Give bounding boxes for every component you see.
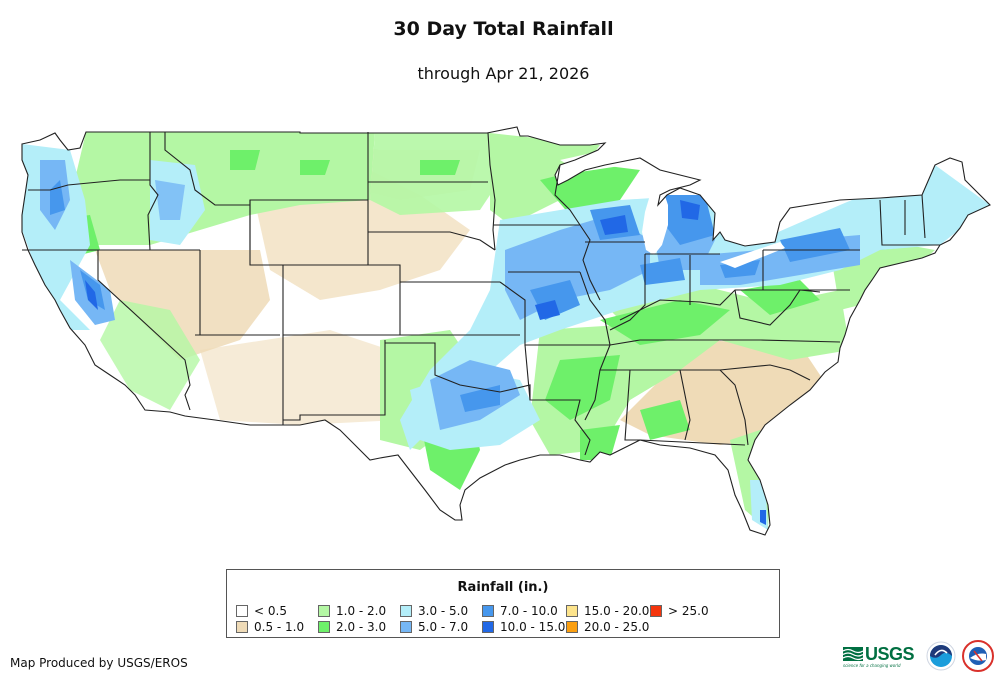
swatch-7-0-10-0 — [482, 605, 494, 617]
legend-label: 5.0 - 7.0 — [418, 620, 469, 634]
map-title: 30 Day Total Rainfall — [393, 18, 614, 40]
swatch-0-5-1-0 — [236, 621, 248, 633]
swatch-lt-0-5 — [236, 605, 248, 617]
legend-item: 3.0 - 5.0 — [400, 603, 482, 619]
legend-item: < 0.5 — [236, 603, 318, 619]
swatch-3-0-5-0 — [400, 605, 412, 617]
legend-item: 7.0 - 10.0 — [482, 603, 566, 619]
legend-label: 1.0 - 2.0 — [336, 604, 387, 618]
swatch-2-0-3-0 — [318, 621, 330, 633]
map-subtitle: through Apr 21, 2026 — [417, 64, 590, 83]
legend-label: 2.0 - 3.0 — [336, 620, 387, 634]
map-credit: Map Produced by USGS/EROS — [10, 656, 188, 670]
nws-logo-icon — [962, 640, 994, 672]
legend-item: 2.0 - 3.0 — [318, 619, 400, 635]
swatch-20-0-25-0 — [566, 621, 578, 633]
rainfall-band-10-0-15-0 — [85, 200, 766, 525]
usgs-wordmark: USGS — [865, 643, 915, 664]
legend-label: < 0.5 — [254, 604, 287, 618]
legend-label: 0.5 - 1.0 — [254, 620, 305, 634]
legend-label: > 25.0 — [668, 604, 709, 618]
legend-item: 0.5 - 1.0 — [236, 619, 318, 635]
swatch-gt-25-0 — [650, 605, 662, 617]
usgs-tagline: science for a changing world — [843, 662, 901, 668]
legend-label: 10.0 - 15.0 — [500, 620, 566, 634]
swatch-15-0-20-0 — [566, 605, 578, 617]
legend-label: 3.0 - 5.0 — [418, 604, 469, 618]
legend-label: 20.0 - 25.0 — [584, 620, 650, 634]
legend-item: 10.0 - 15.0 — [482, 619, 566, 635]
swatch-5-0-7-0 — [400, 621, 412, 633]
legend-grid: < 0.5 0.5 - 1.0 1.0 - 2.0 2.0 - 3.0 3.0 … — [236, 603, 730, 635]
agency-logos: USGS science for a changing world — [843, 640, 1007, 672]
state-borders — [21, 126, 991, 536]
lake-michigan — [642, 190, 668, 255]
legend: Rainfall (in.) < 0.5 0.5 - 1.0 1.0 - 2.0… — [226, 569, 780, 638]
legend-item: 5.0 - 7.0 — [400, 619, 482, 635]
legend-title: Rainfall (in.) — [457, 580, 549, 595]
legend-item: > 25.0 — [650, 603, 730, 619]
lake-erie — [720, 242, 785, 268]
swatch-10-0-15-0 — [482, 621, 494, 633]
legend-item: 15.0 - 20.0 — [566, 603, 650, 619]
usgs-waves-icon — [843, 646, 863, 661]
legend-label: 7.0 - 10.0 — [500, 604, 558, 618]
legend-item: 1.0 - 2.0 — [318, 603, 400, 619]
legend-item: 20.0 - 25.0 — [566, 619, 650, 635]
usgs-logo: USGS science for a changing world — [843, 645, 919, 668]
legend-label: 15.0 - 20.0 — [584, 604, 650, 618]
noaa-logo-icon — [926, 641, 956, 671]
swatch-1-0-2-0 — [318, 605, 330, 617]
rainfall-map — [21, 126, 991, 536]
